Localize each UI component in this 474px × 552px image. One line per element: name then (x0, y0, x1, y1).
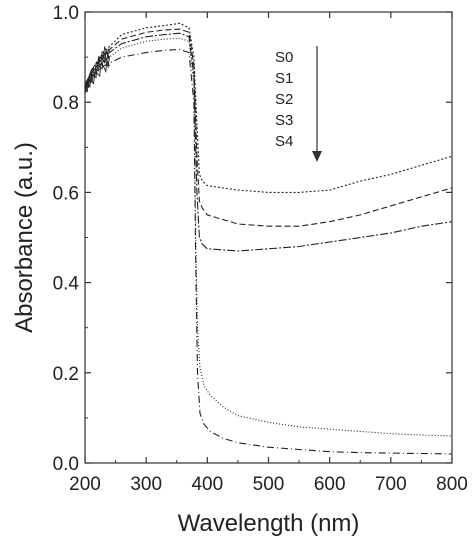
series-line-s4 (84, 48, 453, 455)
series-line-s0 (84, 22, 453, 193)
legend-arrow-head (312, 151, 322, 162)
y-tick-label: 0.8 (53, 93, 79, 114)
x-tick-label: 200 (69, 474, 101, 495)
x-tick-label: 300 (130, 474, 162, 495)
plot-frame (84, 11, 453, 464)
y-tick-label: 1.0 (53, 3, 79, 24)
y-axis-title: Absorbance (a.u.) (11, 142, 38, 333)
legend-label-s3: S3 (275, 112, 293, 129)
x-tick-label: 400 (191, 474, 223, 495)
legend-label-s4: S4 (275, 133, 293, 150)
legend-label-s1: S1 (275, 70, 293, 87)
series-line-s1 (84, 28, 453, 227)
y-tick-label: 0.0 (53, 454, 79, 475)
series-noise-s4 (84, 58, 110, 93)
x-tick-label: 700 (375, 474, 407, 495)
y-tick-label: 0.4 (53, 274, 80, 295)
legend-label-s0: S0 (275, 49, 293, 66)
x-axis-title: Wavelength (nm) (178, 510, 360, 537)
legend-label-s2: S2 (275, 91, 293, 108)
series-noise-s3 (84, 54, 110, 88)
y-tick-label: 0.2 (53, 364, 79, 385)
x-tick-label: 800 (436, 474, 468, 495)
series-line-s2 (84, 32, 453, 252)
x-tick-label: 600 (314, 474, 346, 495)
x-tick-label: 500 (253, 474, 285, 495)
y-tick-label: 0.6 (53, 183, 79, 204)
series-line-s3 (84, 37, 453, 437)
